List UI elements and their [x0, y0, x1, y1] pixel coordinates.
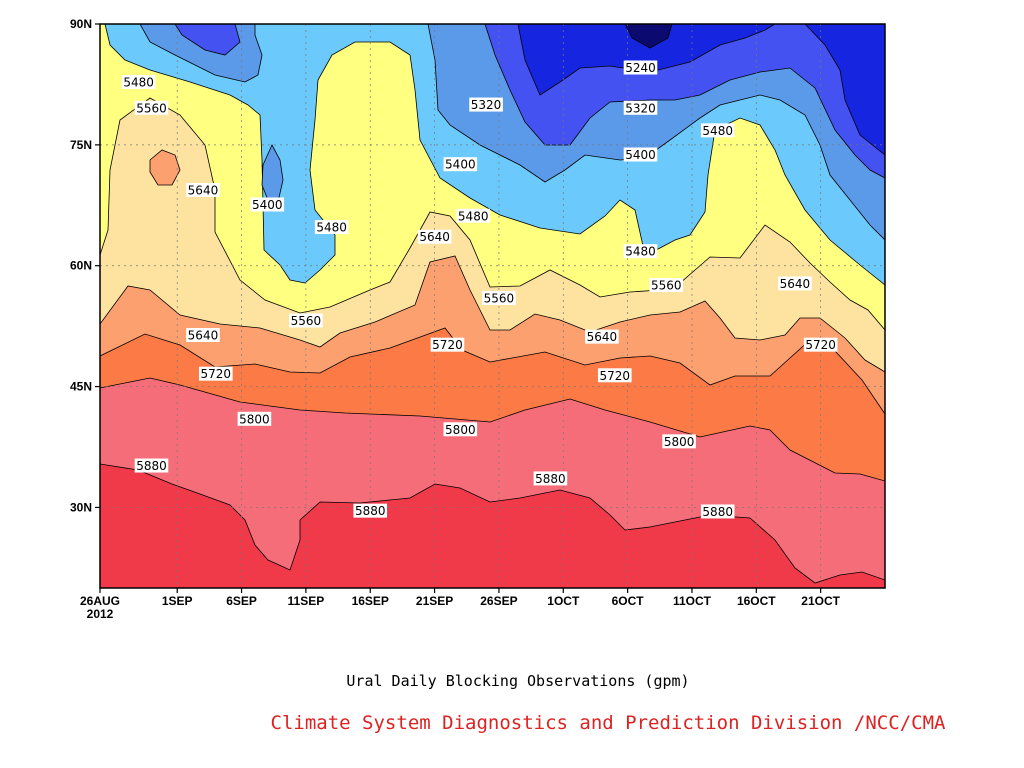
contour-label-box [469, 97, 503, 112]
contour-label-box [186, 328, 220, 343]
contour-label: 5640 [587, 330, 618, 344]
x-tick-label: 26SEP [480, 594, 517, 608]
contour-label: 5560 [484, 291, 515, 305]
contour-label: 5720 [599, 369, 630, 383]
contour-label-box [623, 100, 658, 115]
contour-label-box [250, 197, 285, 212]
contour-label: 5480 [316, 221, 347, 235]
contour-label-box [803, 337, 838, 352]
contour-label: 5800 [239, 412, 270, 426]
x-tick-label: 1SEP [162, 594, 193, 608]
contour-label-box [623, 60, 658, 75]
y-axis: 30N 45N 60N 75N 90N [70, 17, 100, 514]
contour-label: 5880 [702, 505, 733, 519]
contour-label-box [585, 329, 619, 344]
x-tick-label: 11SEP [288, 594, 325, 608]
chart-title: Ural Daily Blocking Observations (gpm) [346, 672, 690, 690]
contour-label: 5480 [702, 124, 733, 138]
contour-label-box [700, 123, 735, 138]
contour-label: 5880 [136, 459, 167, 473]
contour-label: 5480 [458, 209, 489, 223]
contour-labels: 5880 5880 5880 5880 5800 5800 5800 5720 5720 5720… [121, 60, 838, 519]
contour-label-box [533, 471, 568, 486]
contour-label-box [649, 278, 684, 293]
contour-label-box [597, 368, 632, 383]
x-tick-label: 26AUG [80, 594, 120, 608]
contour-label-box [417, 229, 452, 244]
contour-label: 5720 [201, 367, 232, 381]
contour-label: 5800 [445, 423, 476, 437]
contour-label-box [623, 147, 658, 162]
contour-label: 5400 [252, 198, 283, 212]
contour-label-box [121, 75, 156, 90]
contour-label: 5880 [355, 504, 386, 518]
contour-label-box [623, 244, 658, 259]
y-tick-label: 75N [70, 138, 92, 152]
x-tick-label: 1OCT [547, 594, 580, 608]
contour-label-box [199, 366, 233, 381]
contour-label-box [443, 157, 478, 172]
band-below-5160 [624, 24, 673, 49]
contour-label: 5640 [188, 329, 219, 343]
x-tick-sublabel: 2012 [87, 607, 114, 621]
band-below-5240-ne [804, 24, 885, 156]
contour-label: 5480 [625, 245, 656, 259]
contour-label: 5720 [805, 338, 836, 352]
contour-label-box [134, 458, 169, 473]
contour-label-box [186, 182, 220, 197]
x-tick-label: 6OCT [612, 594, 645, 608]
contour-label-box [237, 411, 272, 426]
contour-label: 5800 [664, 435, 695, 449]
contour-label-box [353, 503, 388, 518]
x-tick-label: 21SEP [416, 594, 453, 608]
x-tick-label: 6SEP [226, 594, 257, 608]
contour-label: 5640 [419, 230, 450, 244]
contour-label: 5320 [471, 98, 502, 112]
contour-label: 5560 [651, 279, 682, 293]
contour-label-box [778, 276, 812, 291]
credit-line: Climate System Diagnostics and Predictio… [270, 712, 946, 734]
contour-label: 5640 [780, 277, 811, 291]
contour-label: 5480 [123, 76, 154, 90]
contour-label-box [662, 434, 696, 449]
contour-label-box [430, 337, 465, 352]
contour-label: 5240 [625, 61, 656, 75]
y-tick-label: 45N [70, 380, 92, 394]
contour-label-box [456, 208, 490, 223]
contour-label: 5400 [625, 148, 656, 162]
contour-label: 5560 [291, 314, 322, 328]
x-tick-label: 16OCT [737, 594, 776, 608]
grid-lines [100, 24, 885, 588]
contour-label-box [314, 220, 349, 235]
contour-label-box [700, 504, 735, 519]
contour-label-box [482, 290, 516, 305]
contour-label: 5320 [625, 101, 656, 115]
x-tick-label: 21OCT [801, 594, 840, 608]
contour-label-box [289, 313, 323, 328]
contour-label-box [134, 100, 169, 115]
plot-frame [99, 23, 886, 589]
island-5640 [149, 149, 181, 186]
x-tick-label: 11OCT [673, 594, 712, 608]
band-5240-5320-nw [174, 24, 241, 56]
contour-label: 5400 [445, 158, 476, 172]
contour-label: 5880 [535, 472, 566, 486]
y-tick-label: 60N [70, 259, 92, 273]
y-tick-label: 30N [70, 500, 92, 514]
contour-label: 5720 [432, 338, 463, 352]
y-tick-label: 90N [70, 17, 92, 31]
contour-label: 5640 [188, 183, 219, 197]
x-tick-label: 16SEP [352, 594, 389, 608]
contour-label: 5560 [136, 101, 167, 115]
contour-label-box [443, 422, 478, 437]
